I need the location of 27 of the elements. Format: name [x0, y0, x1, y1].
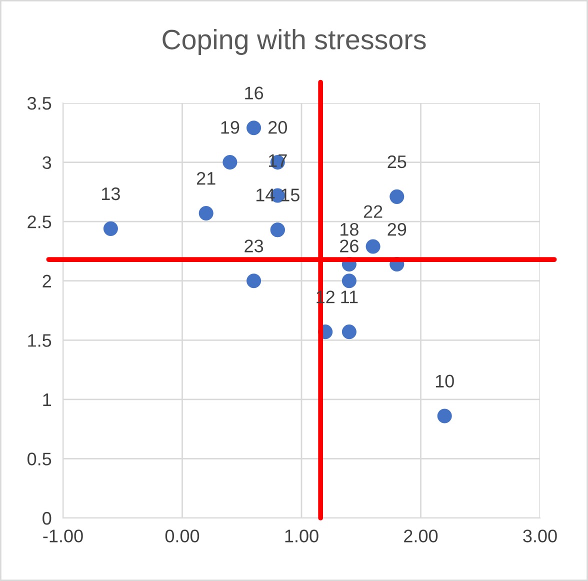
y-tick-label: 2 [42, 274, 51, 288]
y-tick-label: 3.5 [27, 96, 52, 110]
annotation: 16 [245, 86, 264, 100]
annotation: 23 [244, 240, 264, 252]
annotation: 22 [364, 205, 382, 218]
annotation: 29 [388, 222, 406, 236]
x-tick-label: 2.00 [404, 530, 438, 542]
annotation: 26 [340, 240, 358, 252]
annotation: 21 [196, 172, 216, 185]
annotation: 25 [388, 155, 406, 168]
y-tick-label: 1 [43, 394, 52, 406]
annotation: 18 [340, 222, 358, 236]
annotation: 10 [436, 374, 454, 388]
annotation: 20 [268, 121, 287, 134]
y-tick-label: 0.5 [27, 452, 52, 466]
y-tick-label: 1.5 [28, 334, 52, 347]
y-tick-label: 3 [42, 156, 52, 170]
y-tick-label: 2.5 [28, 216, 52, 228]
annotation: 13 [102, 187, 120, 200]
x-tick-label: 1.00 [285, 530, 318, 542]
y-tick-label: 0 [42, 512, 52, 525]
x-tick-label: 0.00 [165, 530, 200, 542]
x-tick-label: -1.00 [43, 530, 83, 542]
chart-title: Coping with stressors [162, 29, 426, 55]
annotation: 11 [341, 290, 358, 304]
annotation: 19 [221, 121, 240, 134]
x-tick-label: 3.00 [523, 530, 557, 542]
